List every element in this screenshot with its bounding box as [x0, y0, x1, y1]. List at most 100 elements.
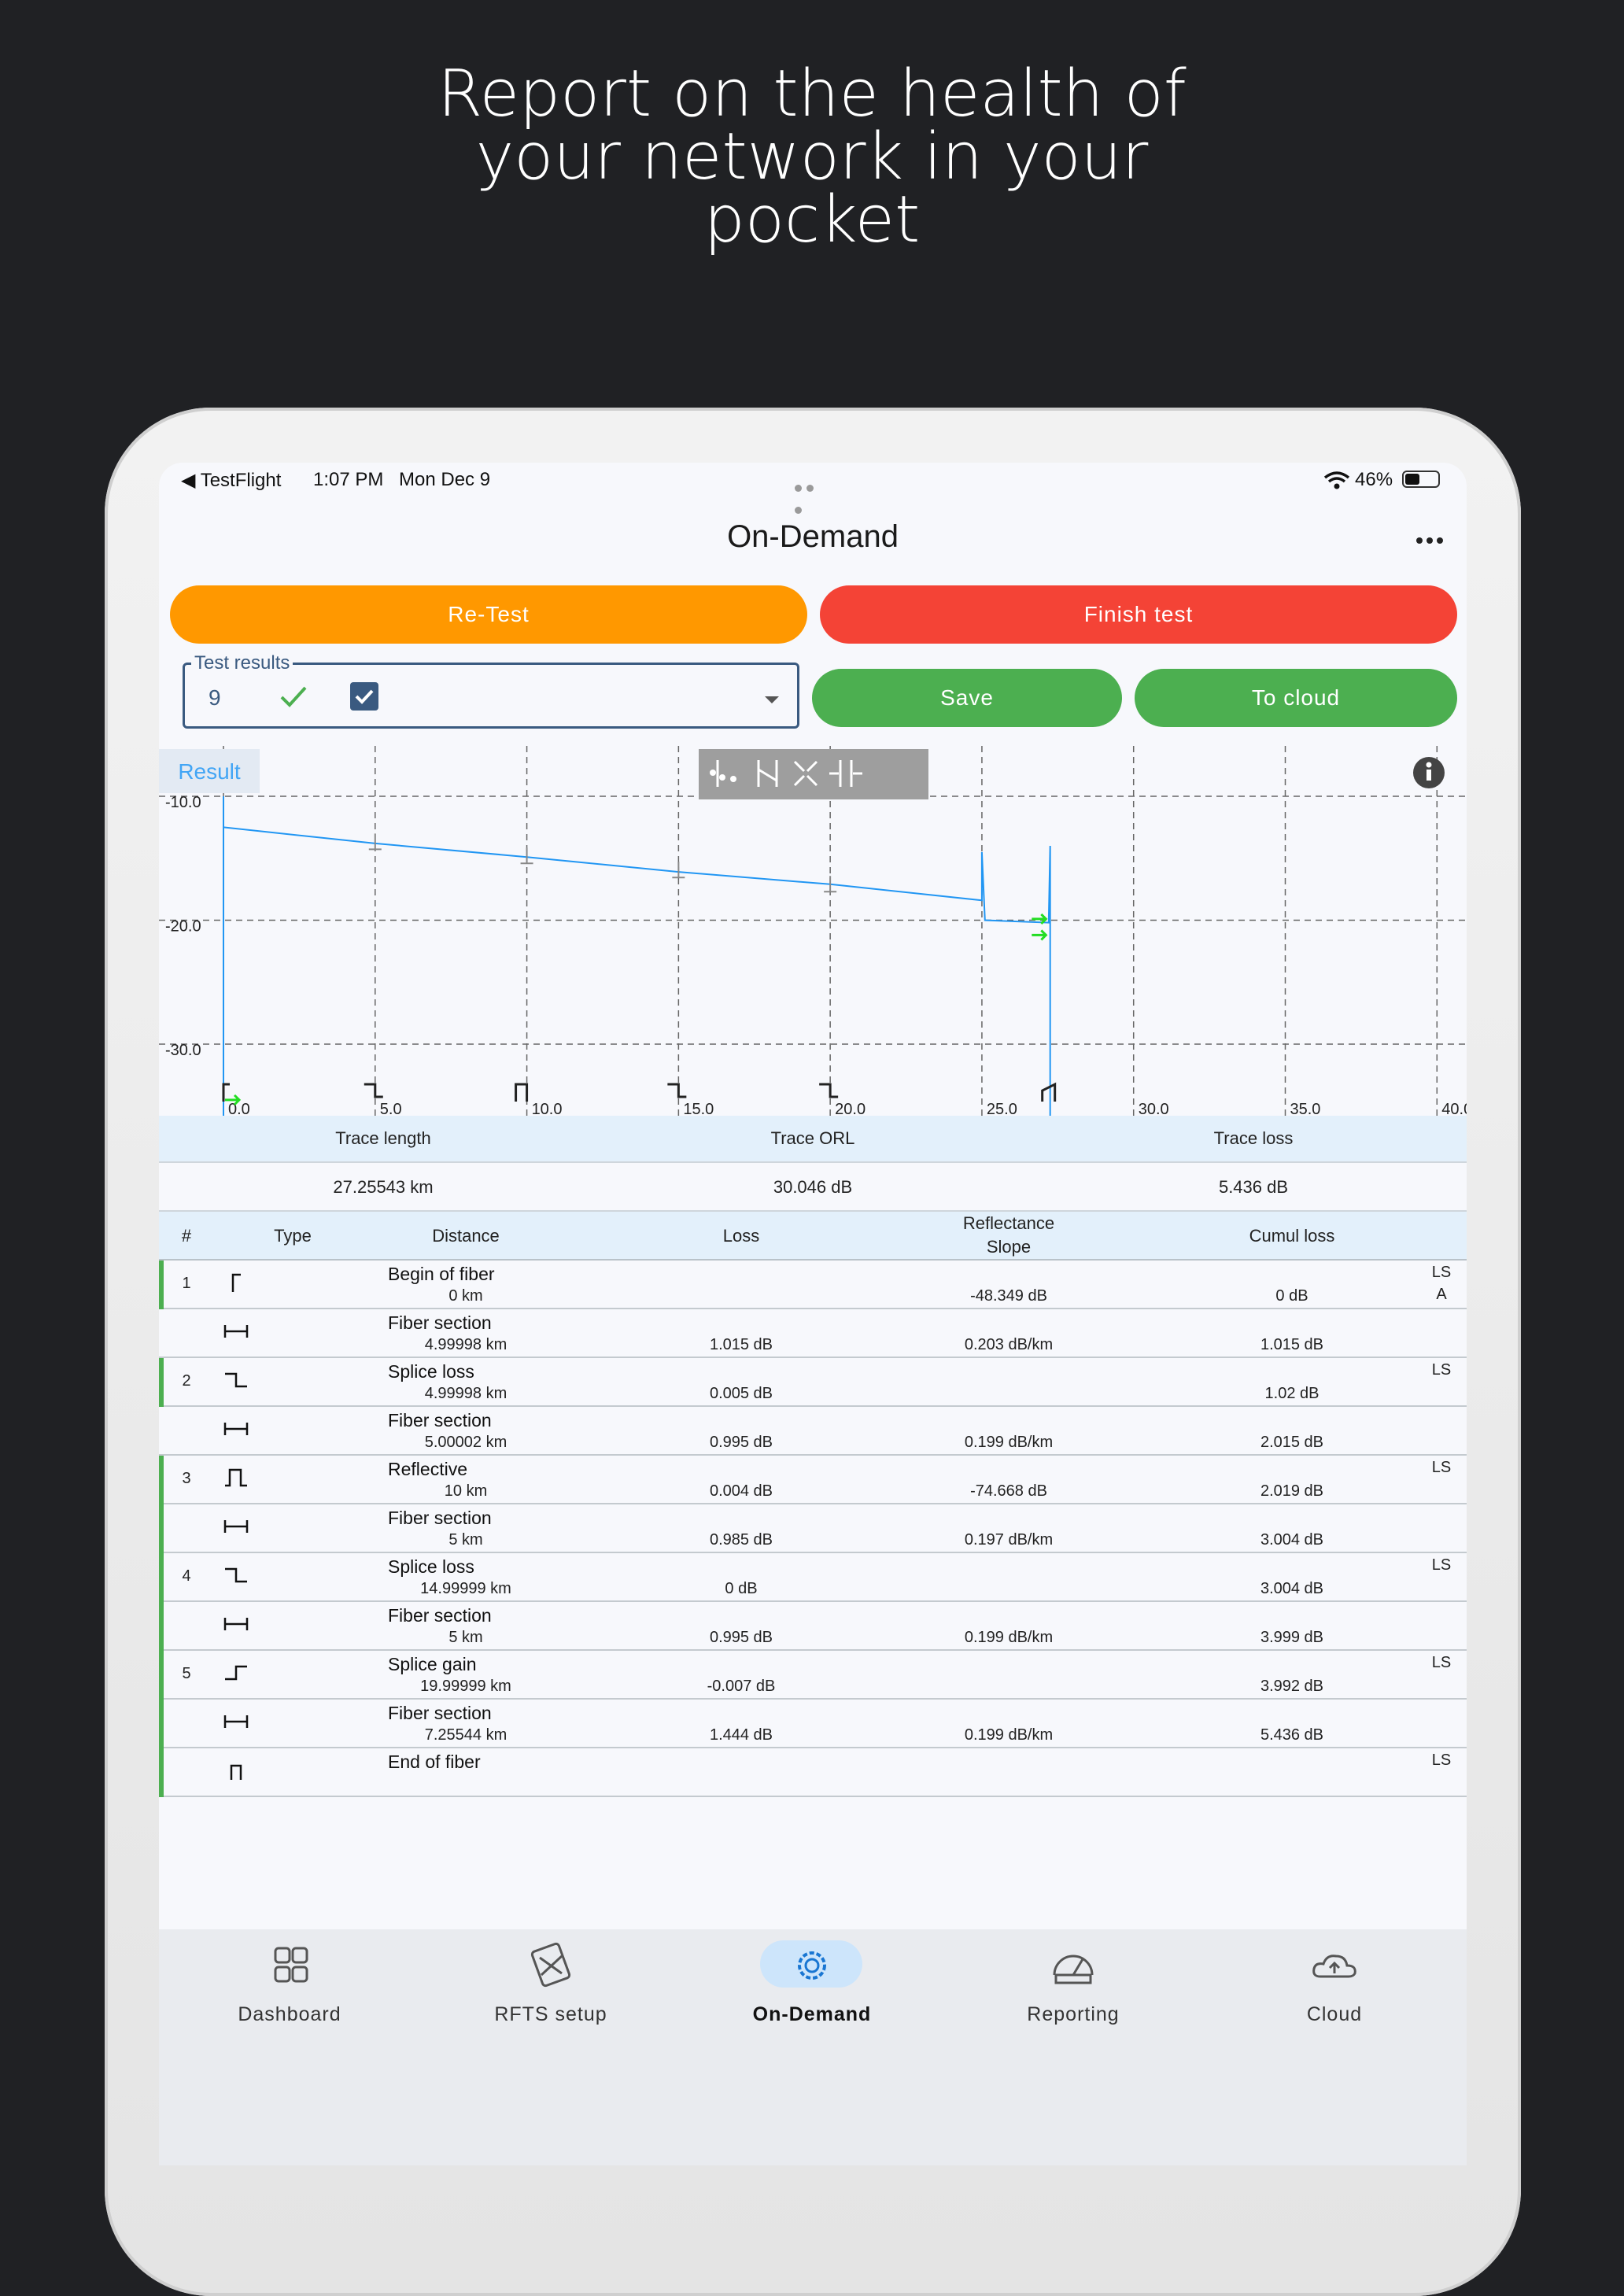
checkbox-checked-icon[interactable]	[350, 682, 378, 711]
event-row[interactable]: Fiber section 5 km 0.985 dB 0.197 dB/km 3.00…	[159, 1504, 1467, 1553]
event-detect-icon[interactable]	[710, 760, 736, 787]
splice-tick	[368, 833, 382, 851]
trace-orl-value: 30.046 dB	[773, 1177, 853, 1197]
event-marker[interactable]	[819, 1083, 839, 1098]
to-cloud-button[interactable]: To cloud	[1135, 669, 1457, 727]
test-results-value: 9	[209, 685, 221, 710]
event-type-splice-icon	[225, 1567, 247, 1583]
event-cumul-loss: 3.999 dB	[1260, 1629, 1324, 1646]
x-tick-label: 35.0	[1290, 1101, 1321, 1116]
retest-button[interactable]: Re-Test	[170, 585, 807, 644]
splice-tick	[672, 862, 685, 879]
trace-shape-icon[interactable]	[757, 760, 778, 787]
dashboard-icon	[274, 1947, 308, 1983]
event-marker[interactable]	[222, 1083, 230, 1102]
event-marker[interactable]	[667, 1083, 687, 1098]
event-reflectance-slope: 0.203 dB/km	[964, 1336, 1054, 1353]
page-title: On-Demand	[727, 519, 899, 554]
trace-loss-value: 5.436 dB	[1218, 1177, 1289, 1197]
event-status-bar	[159, 1456, 164, 1504]
loss-marker-arrow[interactable]	[1032, 929, 1048, 941]
event-cumul-loss: 0 dB	[1275, 1287, 1308, 1305]
cloud-upload-icon	[1312, 1955, 1356, 1978]
test-results-label: Test results	[191, 652, 293, 674]
nav-rfts-setup[interactable]: RFTS setup	[420, 1929, 681, 2039]
event-loss: 0.005 dB	[709, 1385, 773, 1402]
event-status-bar	[159, 1700, 164, 1748]
y-tick-label: -10.0	[165, 794, 201, 811]
app-screen: ◀ TestFlight 1:07 PM Mon Dec 9 46% On-De…	[159, 463, 1467, 2165]
col-num: #	[181, 1226, 192, 1246]
event-marker[interactable]	[515, 1083, 529, 1102]
event-row[interactable]: Fiber section 4.99998 km 1.015 dB 0.203 dB/…	[159, 1309, 1467, 1358]
nav-cloud[interactable]: Cloud	[1204, 1929, 1465, 2039]
event-flag-1: LS	[1431, 1459, 1452, 1476]
battery-icon	[1402, 471, 1440, 488]
x-tick-label: 0.0	[228, 1101, 250, 1116]
more-options-icon[interactable]	[1416, 533, 1447, 548]
chart-grid	[159, 746, 1467, 1116]
nav-rfts-setup-label: RFTS setup	[494, 2003, 607, 2025]
event-cumul-loss: 2.015 dB	[1260, 1434, 1324, 1451]
event-flag-1: LS	[1431, 1361, 1452, 1379]
split-markers-icon[interactable]	[829, 760, 862, 787]
back-to-testflight[interactable]: ◀ TestFlight	[181, 470, 282, 491]
x-tick-label: 15.0	[683, 1101, 714, 1116]
event-loss: 0.995 dB	[709, 1629, 773, 1646]
event-distance: 19.99999 km	[420, 1678, 511, 1695]
otdr-trace-chart[interactable]: Result -10.0-20.0-30.0-40.0-50.0 0.05.01…	[159, 746, 1467, 1116]
event-loss: -0.007 dB	[707, 1678, 776, 1695]
headline: Report on the health of your network in …	[0, 62, 1624, 253]
event-row[interactable]: 3 Reflective 10 km 0.004 dB -74.668 dB 2.019 …	[159, 1456, 1467, 1504]
event-markers	[222, 833, 1057, 1106]
summary-header-length: Trace length	[335, 1128, 431, 1148]
info-icon[interactable]	[1413, 757, 1445, 788]
event-row[interactable]: Fiber section 5.00002 km 0.995 dB 0.199 dB/…	[159, 1407, 1467, 1456]
event-row[interactable]: Fiber section 5 km 0.995 dB 0.199 dB/km 3.99…	[159, 1602, 1467, 1651]
event-marker[interactable]	[1041, 1082, 1057, 1102]
event-row[interactable]: 1 Begin of fiber 0 km -48.349 dB 0 dB LS A	[159, 1261, 1467, 1309]
multitasking-dots-icon[interactable]	[795, 475, 829, 514]
nav-dashboard[interactable]: Dashboard	[159, 1929, 420, 2039]
event-name: Fiber section	[388, 1703, 492, 1723]
col-reflectance: Reflectance	[962, 1213, 1055, 1233]
event-number: 5	[182, 1665, 191, 1682]
splice-tick	[520, 847, 533, 865]
bottom-navigation: Dashboard RFTS setup On-Demand Reporting	[159, 1929, 1467, 2165]
event-cumul-loss: 1.02 dB	[1264, 1385, 1320, 1402]
event-reflectance-slope: 0.197 dB/km	[964, 1531, 1054, 1549]
col-slope: Slope	[986, 1237, 1032, 1257]
nav-reporting[interactable]: Reporting	[943, 1929, 1204, 2039]
event-name: Fiber section	[388, 1312, 492, 1333]
result-tab[interactable]: Result	[178, 759, 241, 784]
col-type: Type	[274, 1226, 312, 1246]
event-row[interactable]: 2 Splice loss 4.99998 km 0.005 dB 1.02 dB LS	[159, 1358, 1467, 1407]
loss-marker-arrow[interactable]	[225, 1094, 242, 1106]
event-row[interactable]: Fiber section 7.25544 km 1.444 dB 0.199 dB/…	[159, 1700, 1467, 1748]
event-cumul-loss: 3.004 dB	[1260, 1580, 1324, 1597]
event-row[interactable]: End of fiber LS	[159, 1748, 1467, 1797]
summary-header-loss: Trace loss	[1213, 1128, 1294, 1148]
event-distance: 14.99999 km	[420, 1580, 511, 1597]
nav-dashboard-label: Dashboard	[238, 2003, 341, 2025]
event-name: Reflective	[388, 1459, 467, 1479]
event-loss: 0.995 dB	[709, 1434, 773, 1451]
event-status-bar	[159, 1358, 164, 1407]
nav-on-demand[interactable]: On-Demand	[681, 1929, 943, 2039]
loss-marker-arrow[interactable]	[1032, 913, 1048, 925]
status-date: Mon Dec 9	[399, 469, 491, 490]
test-results-select[interactable]: Test results 9	[183, 652, 799, 729]
finish-test-button[interactable]: Finish test	[820, 585, 1457, 644]
events-table-header: # Type Distance Loss Reflectance Slope C…	[159, 1212, 1467, 1261]
event-flag-1: LS	[1431, 1654, 1452, 1671]
save-button[interactable]: Save	[812, 669, 1122, 727]
event-cumul-loss: 3.992 dB	[1260, 1678, 1324, 1695]
event-type-section-icon	[223, 1715, 249, 1728]
event-marker[interactable]	[364, 1083, 383, 1098]
summary-header: Trace length Trace ORL Trace loss	[159, 1116, 1467, 1163]
nav-on-demand-label: On-Demand	[752, 2003, 872, 2025]
zoom-in-icon[interactable]	[793, 760, 818, 787]
col-loss: Loss	[722, 1226, 760, 1246]
event-row[interactable]: 5 Splice gain 19.99999 km -0.007 dB 3.992 dB…	[159, 1651, 1467, 1700]
event-row[interactable]: 4 Splice loss 14.99999 km 0 dB 3.004 dB LS	[159, 1553, 1467, 1602]
